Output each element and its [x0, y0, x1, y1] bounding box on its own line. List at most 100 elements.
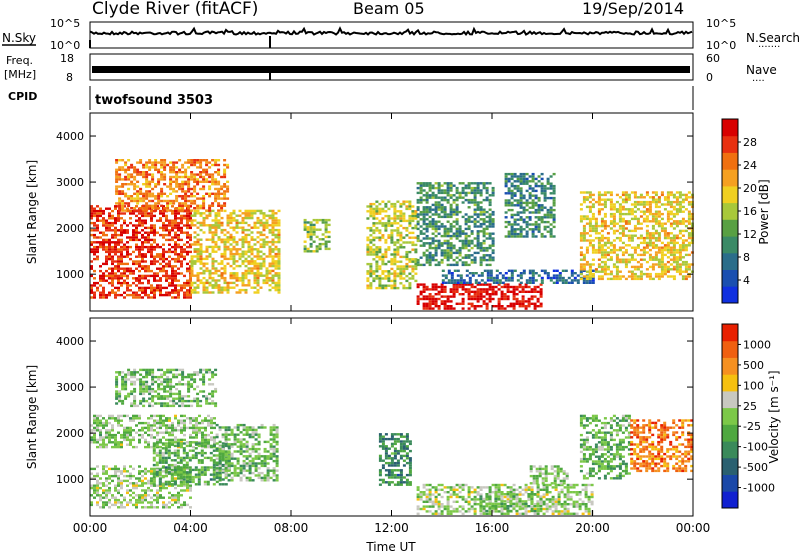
- power-cell: [597, 265, 601, 269]
- power-cell: [159, 233, 162, 237]
- power-cell: [603, 256, 607, 259]
- power-cell: [600, 251, 604, 254]
- power-cell: [618, 215, 622, 218]
- power-cell: [399, 238, 403, 242]
- power-cell: [90, 229, 93, 232]
- power-cell: [510, 216, 514, 219]
- power-cell: [381, 210, 385, 213]
- velocity-cell: [129, 419, 132, 422]
- power-cell: [220, 228, 224, 232]
- power-cell: [133, 178, 137, 181]
- power-cell: [162, 253, 165, 256]
- power-cell: [208, 207, 212, 210]
- power-cell: [381, 224, 385, 227]
- power-cell: [208, 175, 212, 179]
- power-cell: [177, 233, 180, 237]
- power-cell: [153, 231, 156, 234]
- power-cell: [639, 234, 643, 237]
- power-cell: [552, 225, 556, 229]
- power-cell: [473, 261, 477, 264]
- power-cell: [497, 305, 501, 308]
- power-cell: [525, 189, 529, 193]
- power-cell: [585, 281, 589, 284]
- velocity-cell: [120, 433, 123, 437]
- power-cell: [256, 274, 260, 277]
- power-cell: [441, 281, 445, 284]
- power-cell: [271, 269, 275, 273]
- velocity-cell: [126, 431, 129, 434]
- power-cell: [618, 277, 622, 281]
- power-cell: [636, 220, 640, 223]
- power-cell: [476, 230, 480, 233]
- power-cell: [378, 210, 382, 213]
- power-cell: [120, 250, 123, 254]
- power-cell: [476, 182, 480, 185]
- power-cell: [220, 185, 224, 188]
- power-cell: [434, 297, 438, 301]
- velocity-cell: [114, 503, 117, 507]
- power-cell: [455, 261, 459, 264]
- power-cell: [399, 205, 403, 208]
- power-cell: [450, 281, 454, 284]
- power-cell: [419, 213, 423, 216]
- power-cell: [123, 231, 126, 234]
- power-cell: [440, 191, 444, 195]
- velocity-cell: [117, 470, 120, 473]
- power-cell: [489, 279, 493, 282]
- power-cell: [223, 228, 227, 232]
- power-cell: [384, 226, 388, 230]
- power-cell: [187, 187, 191, 191]
- power-cell: [411, 210, 415, 213]
- power-cell: [129, 238, 132, 242]
- power-cell: [414, 258, 418, 261]
- power-cell: [235, 264, 239, 268]
- power-cell: [449, 295, 453, 298]
- power-cell: [381, 207, 385, 211]
- power-cell: [186, 279, 189, 282]
- power-cell: [603, 253, 607, 257]
- power-cell: [93, 229, 96, 232]
- power-cell: [470, 191, 474, 195]
- velocity-cell: [168, 496, 171, 499]
- power-cell: [369, 226, 373, 230]
- power-cell: [516, 279, 520, 282]
- power-cell: [253, 264, 257, 268]
- power-cell: [145, 204, 149, 207]
- power-cell: [510, 272, 514, 275]
- power-cell: [405, 205, 409, 208]
- power-cell: [443, 302, 447, 305]
- power-cell: [515, 297, 519, 301]
- power-cell: [452, 288, 456, 291]
- power-cell: [645, 236, 649, 240]
- power-cell: [229, 257, 233, 261]
- power-cell: [488, 237, 492, 240]
- power-cell: [506, 285, 510, 289]
- velocity-cell: [123, 426, 126, 430]
- power-cell: [588, 220, 592, 223]
- power-cell: [175, 195, 179, 198]
- power-cell: [455, 263, 459, 267]
- velocity-cell: [120, 503, 123, 507]
- power-cell: [312, 233, 316, 236]
- power-cell: [223, 192, 227, 195]
- power-cell: [527, 302, 531, 305]
- velocity-cell: [111, 429, 114, 432]
- power-cell: [180, 231, 183, 234]
- power-cell: [117, 212, 120, 215]
- power-cell: [588, 227, 592, 230]
- velocity-cell: [132, 482, 135, 485]
- power-cell: [138, 221, 141, 225]
- power-cell: [369, 250, 373, 254]
- power-cell: [443, 256, 447, 259]
- velocity-cell: [108, 482, 111, 485]
- power-cell: [491, 189, 495, 192]
- velocity-cell: [93, 429, 96, 432]
- power-cell: [384, 250, 388, 254]
- power-cell: [151, 180, 155, 183]
- power-cell: [114, 236, 117, 239]
- power-cell: [217, 197, 221, 200]
- power-cell: [416, 208, 420, 211]
- power-cell: [183, 284, 186, 287]
- power-cell: [99, 245, 102, 249]
- power-cell: [585, 239, 589, 242]
